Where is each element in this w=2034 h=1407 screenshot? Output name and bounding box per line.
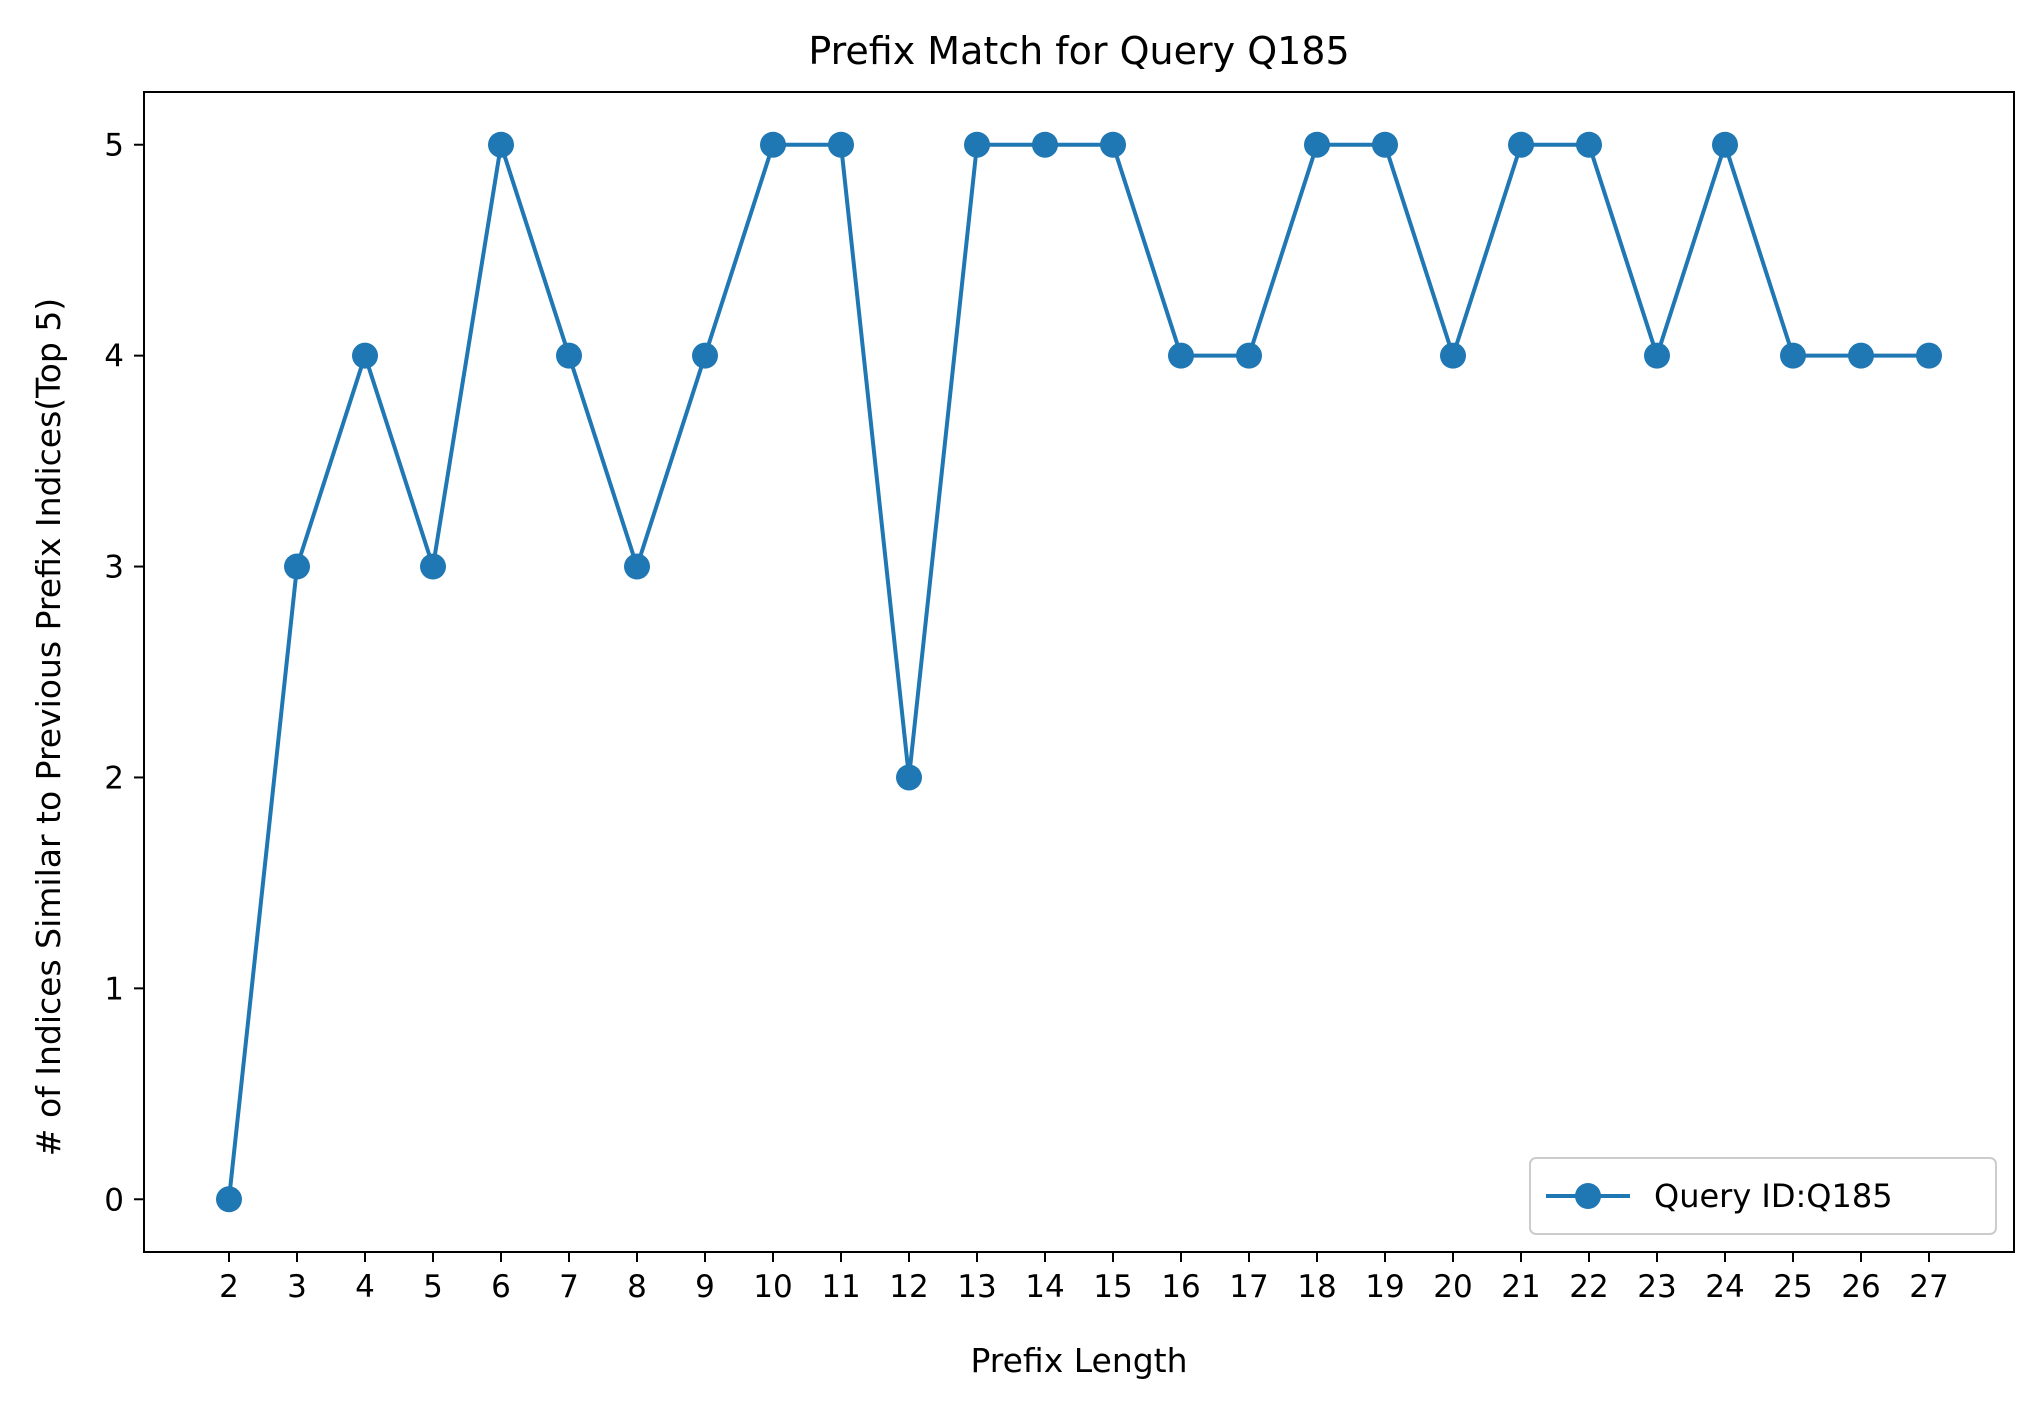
x-tick-label: 15: [1093, 1269, 1132, 1305]
x-axis-label: Prefix Length: [970, 1341, 1187, 1380]
data-point: [284, 553, 310, 580]
x-tick-label: 4: [355, 1269, 375, 1305]
data-point: [1916, 342, 1942, 369]
legend: Query ID:Q185: [1529, 1157, 1997, 1235]
x-tick-label: 2: [219, 1269, 239, 1305]
data-point: [1100, 131, 1126, 158]
data-point: [1848, 342, 1874, 369]
y-tick-label: 5: [104, 128, 124, 164]
x-tick-label: 5: [423, 1269, 443, 1305]
data-point: [420, 553, 446, 580]
y-tick-label: 1: [104, 971, 124, 1007]
x-tick-label: 20: [1433, 1269, 1472, 1305]
data-point: [1576, 131, 1602, 158]
x-tick-label: 9: [695, 1269, 715, 1305]
y-tick-label: 0: [104, 1182, 124, 1218]
legend-label: Query ID:Q185: [1654, 1177, 1893, 1215]
axes-frame: [143, 91, 2015, 1253]
x-tick-label: 22: [1569, 1269, 1608, 1305]
plot-area: [143, 91, 2015, 1253]
data-point: [352, 342, 378, 369]
legend-box: [1529, 1157, 1997, 1235]
x-tick-label: 8: [627, 1269, 647, 1305]
x-tick-label: 26: [1841, 1269, 1880, 1305]
data-point: [216, 1186, 242, 1213]
data-point: [896, 764, 922, 791]
data-point: [1372, 131, 1398, 158]
x-tick-label: 7: [559, 1269, 579, 1305]
data-point: [1032, 131, 1058, 158]
y-axis-label: # of Indices Similar to Previous Prefix …: [29, 298, 68, 1156]
data-point: [760, 131, 786, 158]
x-tick-label: 6: [491, 1269, 511, 1305]
data-point: [624, 553, 650, 580]
series-layer: [216, 131, 1942, 1213]
x-tick-label: 13: [957, 1269, 996, 1305]
x-tick-label: 3: [287, 1269, 307, 1305]
x-tick-label: 17: [1229, 1269, 1268, 1305]
y-axis-ticks: 0 1 2 3 4 5: [104, 128, 144, 1218]
x-tick-label: 25: [1773, 1269, 1812, 1305]
data-point: [556, 342, 582, 369]
data-point: [1780, 342, 1806, 369]
data-point: [1440, 342, 1466, 369]
legend-marker-swatch: [1575, 1183, 1601, 1209]
x-tick-label: 18: [1297, 1269, 1336, 1305]
chart-title: Prefix Match for Query Q185: [808, 29, 1349, 73]
series-line: [227, 142, 1929, 1200]
x-tick-label: 16: [1161, 1269, 1200, 1305]
x-tick-label: 27: [1909, 1269, 1948, 1305]
data-point: [1304, 131, 1330, 158]
data-point: [1644, 342, 1670, 369]
x-tick-label: 14: [1025, 1269, 1064, 1305]
data-point: [488, 131, 514, 158]
x-tick-label: 19: [1365, 1269, 1404, 1305]
x-axis-ticks: 2 3 4 5 6 7 8 9 10 11 12 13 14 15 16 17 18 19 20 21 22 23 24 25…: [219, 1252, 1949, 1305]
data-point: [1712, 131, 1738, 158]
data-point: [1236, 342, 1262, 369]
data-point: [1508, 131, 1534, 158]
data-point: [692, 342, 718, 369]
y-tick-label: 4: [104, 339, 124, 375]
y-tick-label: 2: [104, 760, 124, 796]
data-point: [828, 131, 854, 158]
x-tick-label: 12: [889, 1269, 928, 1305]
x-tick-label: 10: [753, 1269, 792, 1305]
y-tick-label: 3: [104, 550, 124, 586]
data-point: [1168, 342, 1194, 369]
x-tick-label: 23: [1637, 1269, 1676, 1305]
x-tick-label: 24: [1705, 1269, 1744, 1305]
x-tick-label: 11: [821, 1269, 860, 1305]
data-point: [964, 131, 990, 158]
x-tick-label: 21: [1501, 1269, 1540, 1305]
